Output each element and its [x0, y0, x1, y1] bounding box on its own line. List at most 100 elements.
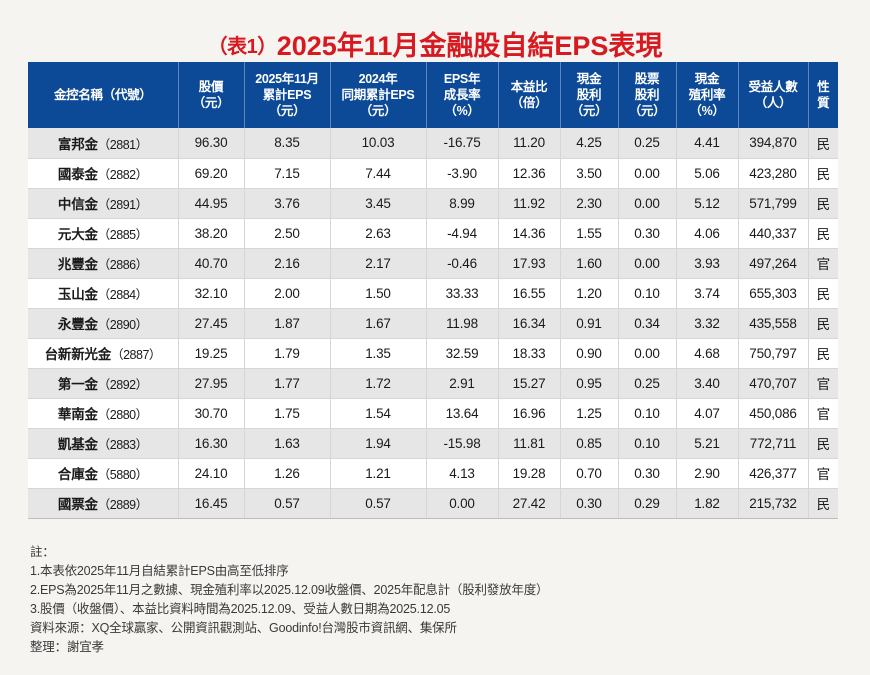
cell-pe: 14.36: [498, 218, 561, 249]
company-code-text: （2890）: [97, 318, 148, 332]
eps-table-container: 金控名稱（代號） 股價 （元） 2025年11月 累計EPS （元） 2024年 同期累…: [28, 62, 838, 519]
cell-company-name: 國票金（2889）: [28, 488, 179, 519]
cell-cash-yield: 5.06: [676, 158, 739, 189]
cell-cash-yield: 4.07: [676, 398, 739, 429]
cell-company-name: 元大金（2885）: [28, 218, 179, 249]
col-header-eps-2024: 2024年 同期累計EPS （元）: [330, 62, 427, 128]
cell-stock-dividend: 0.00: [618, 338, 677, 369]
cell-cash-dividend: 1.60: [560, 248, 619, 279]
company-code-text: （2886）: [97, 258, 148, 272]
company-name-text: 玉山金: [57, 287, 98, 302]
cell-holders: 426,377: [738, 458, 809, 489]
notes-line-2: 2.EPS為2025年11月之數據、現金殖利率以2025.12.09收盤價、20…: [30, 583, 549, 597]
cell-growth: 11.98: [426, 308, 499, 339]
cell-pe: 16.96: [498, 398, 561, 429]
cell-eps-2024: 1.50: [330, 278, 427, 309]
cell-cash-yield: 3.40: [676, 368, 739, 399]
cell-company-name: 永豐金（2890）: [28, 308, 179, 339]
table-row: 國泰金（2882） 69.20 7.15 7.44 -3.90 12.36 3.50 0.00…: [28, 158, 838, 189]
cell-price: 69.20: [178, 158, 245, 189]
cell-eps-2024: 1.54: [330, 398, 427, 429]
cell-stock-dividend: 0.30: [618, 458, 677, 489]
cell-eps-2025: 7.15: [244, 158, 331, 189]
cell-price: 19.25: [178, 338, 245, 369]
company-name-text: 合庫金: [57, 467, 98, 482]
notes-line-1: 1.本表依2025年11月自結累計EPS由高至低排序: [30, 564, 289, 578]
cell-cash-dividend: 0.95: [560, 368, 619, 399]
col-header-nature: 性質: [808, 62, 838, 128]
notes-editor: 整理：謝宜孝: [30, 640, 104, 654]
company-name-text: 永豐金: [57, 317, 98, 332]
cell-nature: 民: [808, 338, 838, 369]
table-row: 凱基金（2883） 16.30 1.63 1.94 -15.98 11.81 0.85 0.1…: [28, 428, 838, 459]
cell-price: 27.45: [178, 308, 245, 339]
cell-company-name: 兆豐金（2886）: [28, 248, 179, 279]
cell-stock-dividend: 0.00: [618, 248, 677, 279]
cell-price: 38.20: [178, 218, 245, 249]
page-title: （表1）2025年11月金融股自結EPS表現: [0, 0, 870, 73]
cell-holders: 470,707: [738, 368, 809, 399]
col-header-pe: 本益比 （倍）: [498, 62, 561, 128]
cell-nature: 官: [808, 248, 838, 279]
cell-price: 16.45: [178, 488, 245, 519]
cell-growth: 33.33: [426, 278, 499, 309]
cell-eps-2024: 1.35: [330, 338, 427, 369]
cell-holders: 394,870: [738, 128, 809, 159]
cell-eps-2025: 1.75: [244, 398, 331, 429]
company-code-text: （2891）: [97, 198, 148, 212]
table-header: 金控名稱（代號） 股價 （元） 2025年11月 累計EPS （元） 2024年 同期累…: [28, 62, 838, 128]
col-header-cash-yield: 現金 殖利率 （%）: [676, 62, 739, 128]
cell-nature: 官: [808, 368, 838, 399]
table-row: 華南金（2880） 30.70 1.75 1.54 13.64 16.96 1.25 0.10…: [28, 398, 838, 429]
cell-pe: 11.81: [498, 428, 561, 459]
table-row: 第一金（2892） 27.95 1.77 1.72 2.91 15.27 0.95 0.25 3…: [28, 368, 838, 399]
cell-eps-2025: 8.35: [244, 128, 331, 159]
company-code-text: （2887）: [111, 348, 161, 362]
cell-cash-yield: 5.12: [676, 188, 739, 219]
cell-growth: -0.46: [426, 248, 499, 279]
cell-growth: 0.00: [426, 488, 499, 519]
cell-growth: -15.98: [426, 428, 499, 459]
cell-holders: 571,799: [738, 188, 809, 219]
cell-company-name: 富邦金（2881）: [28, 128, 179, 159]
cell-pe: 16.55: [498, 278, 561, 309]
cell-holders: 215,732: [738, 488, 809, 519]
cell-cash-yield: 4.68: [676, 338, 739, 369]
company-name-text: 第一金: [57, 377, 98, 392]
cell-price: 96.30: [178, 128, 245, 159]
company-name-text: 國票金: [57, 497, 98, 512]
cell-stock-dividend: 0.00: [618, 158, 677, 189]
cell-cash-dividend: 0.70: [560, 458, 619, 489]
cell-price: 40.70: [178, 248, 245, 279]
cell-price: 16.30: [178, 428, 245, 459]
cell-pe: 27.42: [498, 488, 561, 519]
cell-cash-dividend: 1.55: [560, 218, 619, 249]
cell-company-name: 第一金（2892）: [28, 368, 179, 399]
company-code-text: （2892）: [97, 378, 148, 392]
cell-price: 30.70: [178, 398, 245, 429]
cell-price: 44.95: [178, 188, 245, 219]
cell-eps-2024: 2.17: [330, 248, 427, 279]
cell-pe: 12.36: [498, 158, 561, 189]
cell-stock-dividend: 0.25: [618, 128, 677, 159]
cell-price: 27.95: [178, 368, 245, 399]
cell-holders: 435,558: [738, 308, 809, 339]
notes-source: 資料來源：XQ全球贏家、公開資訊觀測站、Goodinfo!台灣股市資訊網、集保所: [30, 621, 457, 635]
eps-table: 金控名稱（代號） 股價 （元） 2025年11月 累計EPS （元） 2024年 同期累…: [28, 62, 838, 519]
cell-holders: 750,797: [738, 338, 809, 369]
cell-stock-dividend: 0.25: [618, 368, 677, 399]
col-header-holders: 受益人數 （人）: [738, 62, 809, 128]
company-name-text: 中信金: [57, 197, 98, 212]
cell-company-name: 玉山金（2884）: [28, 278, 179, 309]
cell-cash-dividend: 2.30: [560, 188, 619, 219]
cell-price: 24.10: [178, 458, 245, 489]
cell-cash-dividend: 0.90: [560, 338, 619, 369]
cell-eps-2024: 3.45: [330, 188, 427, 219]
cell-eps-2025: 1.77: [244, 368, 331, 399]
col-header-price: 股價 （元）: [178, 62, 245, 128]
cell-cash-dividend: 0.30: [560, 488, 619, 519]
cell-pe: 11.20: [498, 128, 561, 159]
cell-price: 32.10: [178, 278, 245, 309]
notes-line-3: 3.股價（收盤價）、本益比資料時間為2025.12.09、受益人數日期為2025…: [30, 602, 451, 616]
